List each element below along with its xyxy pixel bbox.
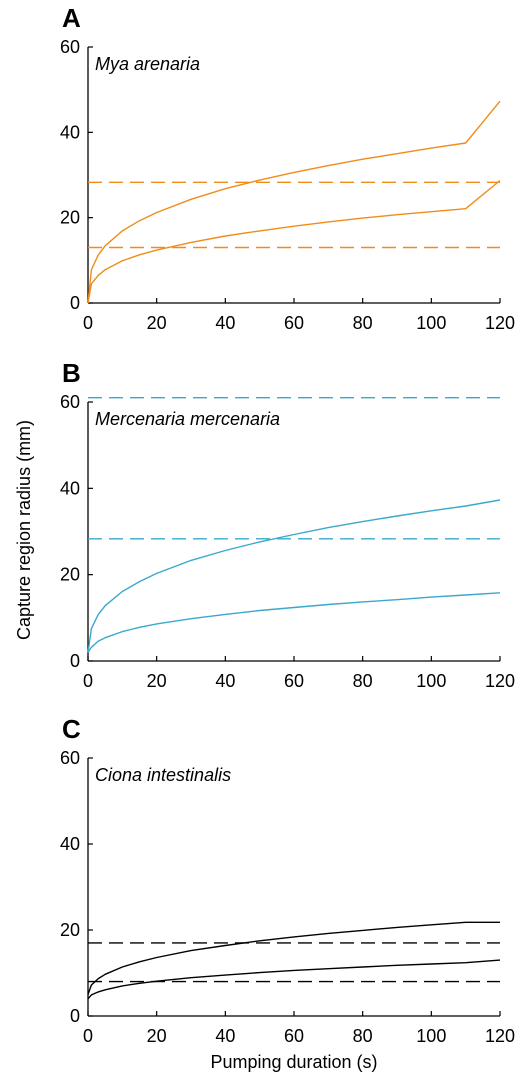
species-name: Ciona intestinalis [95, 765, 231, 785]
panel-letter: A [62, 3, 81, 33]
y-tick-label: 40 [60, 122, 80, 142]
x-tick-label: 120 [485, 313, 515, 333]
y-tick-label: 40 [60, 834, 80, 854]
y-tick-label: 60 [60, 748, 80, 768]
capture-radius-curve-1 [87, 921, 500, 995]
x-tick-label: 0 [83, 313, 93, 333]
capture-radius-curve-1 [87, 499, 501, 653]
capture-radius-curve-2 [87, 592, 501, 653]
x-tick-label: 120 [485, 1026, 515, 1046]
panel-b: 0 20 40 60 0 20 40 60 80 100 120 B Mercenaria mercen… [60, 358, 515, 691]
x-tick-label: 20 [147, 671, 167, 691]
y-tick-label: 20 [60, 920, 80, 940]
capture-radius-curve-2 [87, 959, 501, 1000]
x-tick-label: 100 [416, 671, 446, 691]
capture-radius-curve-2 [87, 179, 501, 304]
x-tick-label: 60 [284, 1026, 304, 1046]
x-tick-label: 20 [147, 1026, 167, 1046]
y-tick-label: 0 [70, 293, 80, 313]
x-tick-label: 40 [215, 1026, 235, 1046]
y-tick-label: 0 [70, 651, 80, 671]
panel-letter: C [62, 714, 81, 744]
species-name: Mercenaria mercenaria [95, 409, 280, 429]
x-tick-label: 40 [215, 671, 235, 691]
y-tick-label: 20 [60, 565, 80, 585]
y-tick-label: 60 [60, 392, 80, 412]
panels: 0 20 40 60 0 20 40 60 80 100 120 A Mya arenaria 0 20 40… [60, 3, 515, 1046]
x-tick-label: 80 [353, 1026, 373, 1046]
panel-c: 0 20 40 60 0 20 40 60 80 100 120 C Ciona intestinali… [60, 714, 515, 1046]
x-tick-label: 40 [215, 313, 235, 333]
x-tick-label: 80 [353, 313, 373, 333]
species-name: Mya arenaria [95, 54, 200, 74]
panel-letter: B [62, 358, 81, 388]
y-axis-title: Capture region radius (mm) [14, 420, 34, 640]
x-tick-label: 0 [83, 671, 93, 691]
x-tick-label: 60 [284, 313, 304, 333]
x-tick-label: 100 [416, 313, 446, 333]
x-tick-label: 120 [485, 671, 515, 691]
y-tick-label: 40 [60, 478, 80, 498]
capture-radius-curve-1 [87, 100, 501, 304]
panel-a: 0 20 40 60 0 20 40 60 80 100 120 A Mya arenaria [60, 3, 515, 333]
y-tick-label: 60 [60, 37, 80, 57]
x-tick-label: 100 [416, 1026, 446, 1046]
x-axis-title: Pumping duration (s) [210, 1052, 377, 1072]
x-tick-label: 60 [284, 671, 304, 691]
x-tick-label: 0 [83, 1026, 93, 1046]
y-tick-label: 0 [70, 1006, 80, 1026]
x-tick-label: 80 [353, 671, 373, 691]
y-tick-label: 20 [60, 208, 80, 228]
x-tick-label: 20 [147, 313, 167, 333]
